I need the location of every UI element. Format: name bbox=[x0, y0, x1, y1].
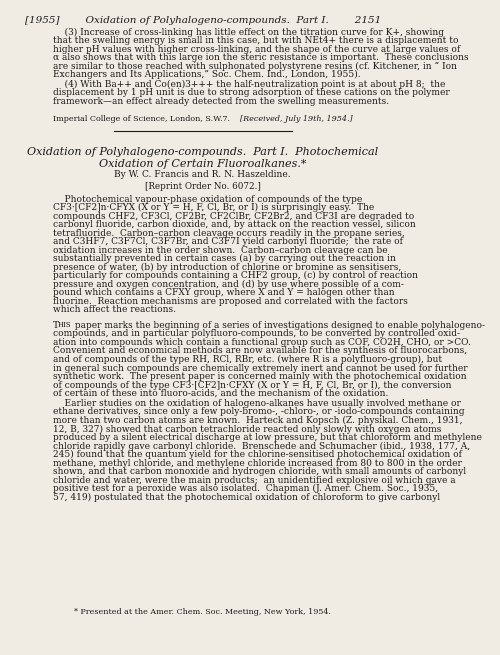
Text: oxidation increases in the order shown.  Carbon–carbon cleavage can be: oxidation increases in the order shown. … bbox=[52, 246, 388, 255]
Text: shown, and that carbon monoxide and hydrogen chloride, with small amounts of car: shown, and that carbon monoxide and hydr… bbox=[52, 467, 466, 476]
Text: α also shows that with this large ion the steric resistance is important.  These: α also shows that with this large ion th… bbox=[52, 53, 469, 62]
Text: pound which contains a CFXY group, where X and Y = halogen other than: pound which contains a CFXY group, where… bbox=[52, 288, 394, 297]
Text: [Received, July 19th, 1954.]: [Received, July 19th, 1954.] bbox=[240, 115, 353, 123]
Text: fluorine.  Reaction mechanisms are proposed and correlated with the factors: fluorine. Reaction mechanisms are propos… bbox=[52, 297, 408, 306]
Text: [Reprint Order No. 6072.]: [Reprint Order No. 6072.] bbox=[145, 182, 260, 191]
Text: Photochemical vapour-phase oxidation of compounds of the type: Photochemical vapour-phase oxidation of … bbox=[52, 195, 362, 204]
Text: substantially prevented in certain cases (a) by carrying out the reaction in: substantially prevented in certain cases… bbox=[52, 254, 396, 263]
Text: produced by a silent electrical discharge at low pressure, but that chloroform a: produced by a silent electrical discharg… bbox=[52, 433, 482, 442]
Text: more than two carbon atoms are known.  Harteck and Kopsch (Z. physikal. Chem., 1: more than two carbon atoms are known. Ha… bbox=[52, 416, 462, 425]
Text: methane, methyl chloride, and methylene chloride increased from 80 to 800 in the: methane, methyl chloride, and methylene … bbox=[52, 458, 462, 468]
Text: Earlier studies on the oxidation of halogeno-alkanes have usually involved metha: Earlier studies on the oxidation of halo… bbox=[52, 399, 461, 408]
Text: tetrafluoride.  Carbon–carbon cleavage occurs readily in the propane series,: tetrafluoride. Carbon–carbon cleavage oc… bbox=[52, 229, 405, 238]
Text: particularly for compounds containing a CHF2 group, (c) by control of reaction: particularly for compounds containing a … bbox=[52, 271, 418, 280]
Text: HIS: HIS bbox=[58, 321, 71, 329]
Text: Exchangers and Its Applications,” Soc. Chem. Ind., London, 1955).: Exchangers and Its Applications,” Soc. C… bbox=[52, 70, 360, 79]
Text: * Presented at the Amer. Chem. Soc. Meeting, New York, 1954.: * Presented at the Amer. Chem. Soc. Meet… bbox=[74, 608, 332, 616]
Text: Imperial College of Science, London, S.W.7.: Imperial College of Science, London, S.W… bbox=[52, 115, 230, 123]
Text: are similar to those reached with sulphonated polystyrene resins (cf. Kitchener,: are similar to those reached with sulpho… bbox=[52, 62, 456, 71]
Text: T: T bbox=[52, 321, 59, 330]
Text: in general such compounds are chemically extremely inert and cannot be used for : in general such compounds are chemically… bbox=[52, 364, 468, 373]
Text: 57, 419) postulated that the photochemical oxidation of chloroform to give carbo: 57, 419) postulated that the photochemic… bbox=[52, 493, 440, 502]
Text: positive test for a peroxide was also isolated.  Chapman (J. Amer. Chem. Soc., 1: positive test for a peroxide was also is… bbox=[52, 484, 438, 493]
Text: presence of water, (b) by introduction of chlorine or bromine as sensitisers,: presence of water, (b) by introduction o… bbox=[52, 263, 401, 272]
Text: (3) Increase of cross-linking has little effect on the titration curve for K+, s: (3) Increase of cross-linking has little… bbox=[52, 28, 444, 37]
Text: pressure and oxygen concentration, and (d) by use where possible of a com-: pressure and oxygen concentration, and (… bbox=[52, 280, 404, 289]
Text: ation into compounds which contain a functional group such as COF, CO2H, CHO, or: ation into compounds which contain a fun… bbox=[52, 338, 470, 347]
Text: compounds CHF2, CF3Cl, CF2Br, CF2ClBr, CF2Br2, and CF3I are degraded to: compounds CHF2, CF3Cl, CF2Br, CF2ClBr, C… bbox=[52, 212, 414, 221]
Text: of certain of these into fluoro-acids, and the mechanism of the oxidation.: of certain of these into fluoro-acids, a… bbox=[52, 389, 388, 398]
Text: (4) With Ba++ and Co(en)3+++ the half-neutralization point is at about pH 8;  th: (4) With Ba++ and Co(en)3+++ the half-ne… bbox=[52, 80, 445, 89]
Text: CF3·[CF2]n·CFYX (X or Y = H, F, Cl, Br, or I) is surprisingly easy.  The: CF3·[CF2]n·CFYX (X or Y = H, F, Cl, Br, … bbox=[52, 203, 374, 212]
Text: carbonyl fluoride, carbon dioxide, and, by attack on the reaction vessel, silico: carbonyl fluoride, carbon dioxide, and, … bbox=[52, 220, 416, 229]
Text: which affect the reactions.: which affect the reactions. bbox=[52, 305, 176, 314]
Text: synthetic work.  The present paper is concerned mainly with the photochemical ox: synthetic work. The present paper is con… bbox=[52, 372, 467, 381]
Text: and of compounds of the type RH, RCl, RBr, etc. (where R is a polyfluoro-group),: and of compounds of the type RH, RCl, RB… bbox=[52, 355, 442, 364]
Text: and C3HF7, C3F7Cl, C3F7Br, and C3F7I yield carbonyl fluoride;  the rate of: and C3HF7, C3F7Cl, C3F7Br, and C3F7I yie… bbox=[52, 237, 403, 246]
Text: ethane derivatives, since only a few poly-bromo-, -chloro-, or -iodo-compounds c: ethane derivatives, since only a few pol… bbox=[52, 407, 464, 417]
Text: Convenient and economical methods are now available for the synthesis of fluoroc: Convenient and economical methods are no… bbox=[52, 346, 467, 356]
Text: [1955]        Oxidation of Polyhalogeno-compounds.  Part I.        2151: [1955] Oxidation of Polyhalogeno-compoun… bbox=[24, 16, 381, 25]
Text: Oxidation of Certain Fluoroalkanes.*: Oxidation of Certain Fluoroalkanes.* bbox=[99, 159, 306, 168]
Text: compounds, and in particular polyfluoro-compounds, to be converted by controlled: compounds, and in particular polyfluoro-… bbox=[52, 329, 460, 339]
Text: displacement by 1 pH unit is due to strong adsorption of these cations on the po: displacement by 1 pH unit is due to stro… bbox=[52, 88, 450, 98]
Text: paper marks the beginning of a series of investigations designed to enable polyh: paper marks the beginning of a series of… bbox=[72, 321, 485, 330]
Text: framework—an effect already detected from the swelling measurements.: framework—an effect already detected fro… bbox=[52, 97, 389, 106]
Text: 12, B, 327) showed that carbon tetrachloride reacted only slowly with oxygen ato: 12, B, 327) showed that carbon tetrachlo… bbox=[52, 424, 441, 434]
Text: Oxidation of Polyhalogeno-compounds.  Part I.  Photochemical: Oxidation of Polyhalogeno-compounds. Par… bbox=[27, 147, 378, 157]
Text: higher pH values with higher cross-linking, and the shape of the curve at large : higher pH values with higher cross-linki… bbox=[52, 45, 460, 54]
Text: of compounds of the type CF3·[CF2]n·CFXY (X or Y = H, F, Cl, Br, or I), the conv: of compounds of the type CF3·[CF2]n·CFXY… bbox=[52, 381, 451, 390]
Text: chloride rapidly gave carbonyl chloride.  Brenschede and Schumacher (ibid., 1938: chloride rapidly gave carbonyl chloride.… bbox=[52, 441, 470, 451]
Text: chloride and water, were the main products;  an unidentified explosive oil which: chloride and water, were the main produc… bbox=[52, 476, 456, 485]
Text: By W. C. Francis and R. N. Haszeldine.: By W. C. Francis and R. N. Haszeldine. bbox=[114, 170, 291, 179]
Text: that the swelling energy is small in this case, but with NEt4+ there is a displa: that the swelling energy is small in thi… bbox=[52, 36, 458, 45]
Text: 245) found that the quantum yield for the chlorine-sensitised photochemical oxid: 245) found that the quantum yield for th… bbox=[52, 450, 462, 459]
